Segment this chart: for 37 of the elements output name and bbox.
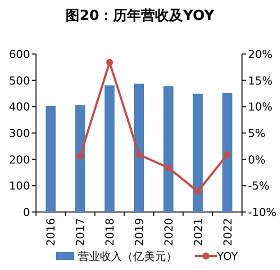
x-tick-label: 2021 xyxy=(192,218,205,246)
y2-tick-label: 20% xyxy=(248,48,272,61)
y-tick-label: 200 xyxy=(9,153,30,166)
chart-title: 图20：历年营收及YOY xyxy=(66,8,216,24)
bar xyxy=(192,94,203,212)
y2-tick-label: -10% xyxy=(248,206,276,219)
y2-tick-label: 5% xyxy=(248,127,266,140)
y-tick-label: 300 xyxy=(9,127,30,140)
bar xyxy=(104,85,115,212)
x-tick-label: 2016 xyxy=(44,218,58,246)
bar xyxy=(163,86,174,212)
x-tick-label: 2022 xyxy=(221,218,234,246)
point xyxy=(164,164,172,172)
y-tick-label: 100 xyxy=(9,180,30,193)
y2-tick-label: 10% xyxy=(248,100,272,114)
point xyxy=(136,151,142,158)
x-tick-label: 2018 xyxy=(104,218,117,246)
bar xyxy=(46,106,56,212)
y-tick-label: 600 xyxy=(9,48,30,61)
y2-tick-label: 0% xyxy=(248,153,266,166)
x-tick-label: 2017 xyxy=(74,218,88,246)
x-tick-label: 2020 xyxy=(162,218,176,246)
y-tick-label: 500 xyxy=(9,74,30,88)
bar xyxy=(222,92,232,212)
legend-label: 营业收入（亿美元） xyxy=(78,250,177,263)
bar xyxy=(75,105,86,212)
y2-tick-label: -5% xyxy=(248,180,270,193)
legend-label: YOY xyxy=(216,250,238,263)
bar xyxy=(134,84,144,212)
point xyxy=(194,188,202,195)
y2-tick-label: 15% xyxy=(248,74,272,88)
point xyxy=(106,58,114,66)
point xyxy=(76,152,84,160)
y-tick-label: 0 xyxy=(23,206,30,219)
x-tick-label: 2019 xyxy=(133,218,146,246)
point xyxy=(224,151,231,158)
y-tick-label: 400 xyxy=(9,100,30,114)
